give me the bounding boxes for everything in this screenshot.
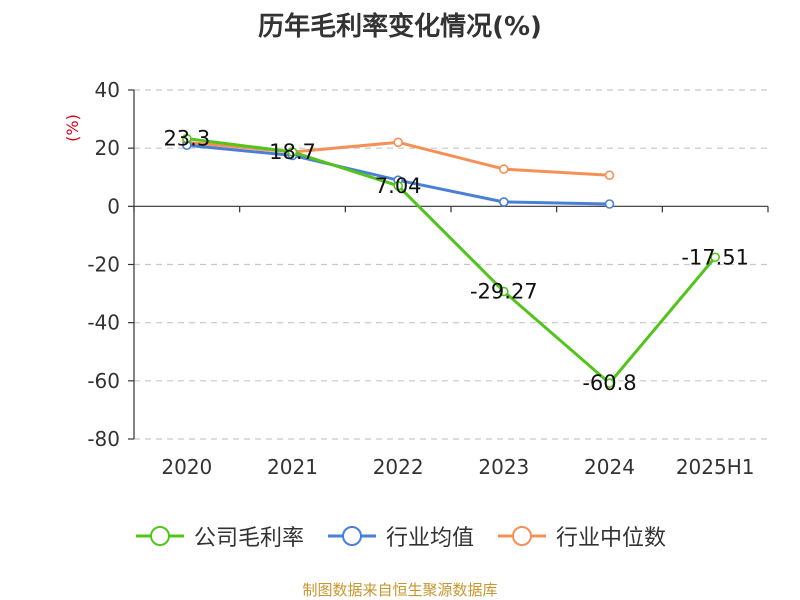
data-point — [393, 181, 403, 191]
y-tick-label: -80 — [87, 427, 120, 451]
series-0 — [182, 133, 720, 388]
chart-title: 历年毛利率变化情况(%) — [258, 12, 542, 42]
x-tick-labels: 2020 2021 2022 2023 2024 2025H1 — [161, 455, 754, 479]
x-tick-label: 2021 — [267, 455, 318, 479]
y-tick-label: -60 — [87, 369, 120, 393]
legend: 公司毛利率 行业均值 行业中位数 — [0, 520, 800, 552]
legend-label: 行业均值 — [385, 526, 474, 551]
y-tick-label: -40 — [87, 311, 120, 335]
legend-line-circle-icon — [327, 526, 376, 546]
legend-item-2[interactable]: 行业中位数 — [496, 520, 666, 552]
data-point — [287, 147, 298, 157]
legend-item-1[interactable]: 行业均值 — [326, 520, 474, 552]
data-point — [182, 133, 192, 144]
grid-lines — [134, 89, 768, 440]
data-label: -17.51 — [681, 245, 749, 269]
series-line — [186, 137, 717, 385]
y-tick-label: 40 — [95, 78, 120, 102]
legend-line-circle-icon — [498, 526, 546, 546]
legend-line-circle-icon — [135, 526, 184, 546]
series — [182, 133, 720, 388]
legend-item-0[interactable]: 公司毛利率 — [134, 520, 304, 552]
legend-label: 行业中位数 — [556, 526, 667, 551]
y-axis-label: (%) — [63, 114, 82, 142]
data-point — [499, 197, 509, 207]
y-tick-label: 0 — [107, 194, 120, 218]
data-point — [604, 170, 615, 181]
data-point — [604, 199, 615, 209]
data-labels: 23.3 18.7 7.04 -29.27 -60.8 -17.51 — [163, 127, 749, 396]
data-label: -60.8 — [582, 371, 636, 395]
source-note: 制图数据来自恒生聚源数据库 — [302, 581, 498, 599]
data-point — [604, 378, 615, 388]
x-tick-label: 2020 — [161, 455, 212, 479]
data-point — [499, 286, 509, 297]
x-tick-label: 2023 — [478, 455, 529, 479]
data-label: 18.7 — [269, 140, 316, 164]
data-point — [393, 137, 403, 148]
data-label: 7.04 — [375, 174, 422, 198]
y-tick-labels: 40 20 0 -20 -40 -60 -80 — [87, 78, 120, 451]
legend-label: 公司毛利率 — [193, 526, 304, 551]
data-label: -29.27 — [470, 279, 538, 303]
y-tick-label: -20 — [87, 253, 120, 277]
data-point — [710, 252, 720, 263]
data-label: 23.3 — [163, 127, 210, 151]
x-tick-label: 2024 — [584, 455, 635, 479]
x-tick-label: 2022 — [373, 455, 424, 479]
y-tick-label: 20 — [95, 136, 120, 160]
axes — [128, 89, 769, 440]
data-point — [499, 164, 509, 174]
x-tick-label: 2025H1 — [676, 455, 755, 479]
